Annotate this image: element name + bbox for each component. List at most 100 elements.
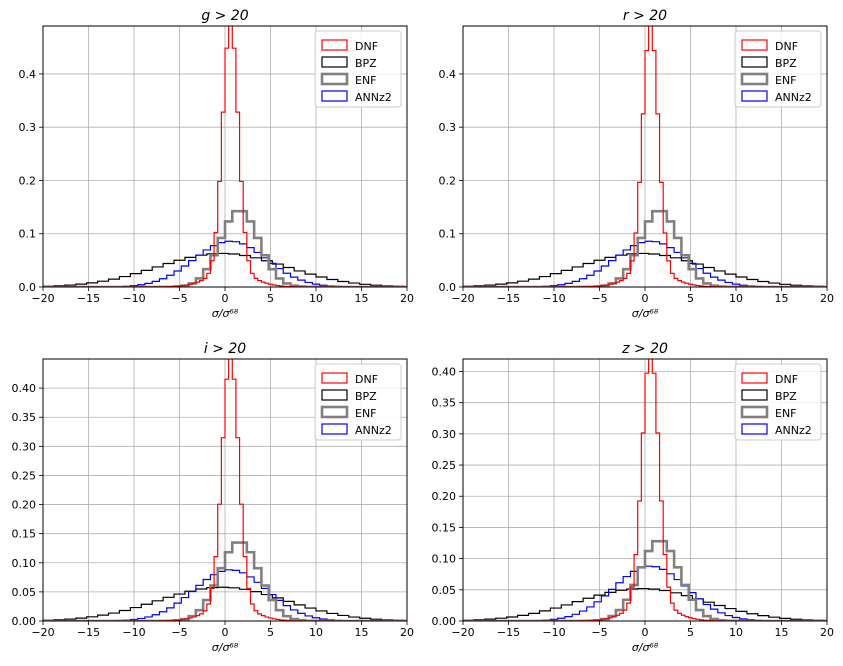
x-tick-label: 0	[222, 292, 229, 305]
y-tick-label: 0.25	[432, 459, 457, 472]
legend-swatch-bpz	[741, 56, 768, 68]
x-tick-label: −10	[122, 626, 145, 639]
y-tick-label: 0.30	[432, 428, 457, 441]
y-tick-label: 0.2	[19, 174, 37, 187]
panel-1: −20 −15 −10 −5 0 5 10 15 20 0.0 0.1 0.2 0.3 0.4 g > 20…	[19, 8, 415, 320]
legend-label-dnf: DNF	[355, 373, 378, 386]
legend-swatch-enf	[740, 72, 769, 86]
y-tick-label: 0.0	[439, 281, 457, 294]
legend: DNF BPZ ENF ANNz2	[314, 363, 402, 441]
legend-swatch-dnf	[321, 39, 348, 51]
y-tick-label: 0.00	[12, 615, 37, 628]
legend-label-dnf: DNF	[775, 373, 798, 386]
legend-label-enf: ENF	[775, 407, 797, 420]
x-tick-label: −20	[451, 292, 474, 305]
x-tick-label: 15	[355, 626, 369, 639]
legend-swatch-enf	[740, 405, 769, 419]
x-tick-label: −20	[31, 292, 54, 305]
legend-swatch-enf	[320, 72, 349, 86]
y-tick-label: 0.00	[432, 615, 457, 628]
x-tick-label: −20	[31, 626, 54, 639]
legend-label-bpz: BPZ	[775, 57, 797, 70]
legend-label-dnf: DNF	[355, 40, 378, 53]
x-tick-label: 0	[642, 292, 649, 305]
legend-label-annz2: ANNz2	[355, 91, 392, 104]
x-tick-label: −5	[591, 292, 607, 305]
legend: DNF BPZ ENF ANNz2	[734, 30, 822, 108]
legend-swatch-bpz	[741, 389, 768, 401]
x-tick-label: −20	[451, 626, 474, 639]
y-tick-label: 0.30	[12, 440, 37, 453]
legend-swatch-annz2	[741, 90, 768, 102]
legend-swatch-dnf	[741, 39, 768, 51]
y-tick-label: 0.0	[19, 281, 37, 294]
chart-title: i > 20	[204, 341, 246, 357]
y-tick-label: 0.10	[432, 553, 457, 566]
x-tick-label: 5	[267, 292, 274, 305]
x-tick-label: 15	[775, 626, 789, 639]
chart-title: z > 20	[621, 341, 668, 357]
legend-label-annz2: ANNz2	[775, 91, 812, 104]
legend-label-enf: ENF	[355, 407, 377, 420]
y-tick-label: 0.40	[432, 365, 457, 378]
x-tick-label: −5	[171, 292, 187, 305]
x-tick-label: 20	[820, 626, 834, 639]
y-tick-label: 0.4	[19, 68, 37, 81]
histogram-bpz	[43, 252, 407, 287]
legend-swatch-dnf	[741, 372, 768, 384]
legend-label-bpz: BPZ	[355, 57, 377, 70]
x-tick-label: 0	[642, 626, 649, 639]
histogram-bpz	[463, 587, 827, 621]
legend: DNF BPZ ENF ANNz2	[314, 30, 402, 108]
legend-swatch-enf	[320, 405, 349, 419]
legend-swatch-annz2	[321, 90, 348, 102]
x-tick-label: 10	[309, 626, 323, 639]
x-tick-label: 15	[775, 292, 789, 305]
panel-4: −20 −15 −10 −5 0 5 10 15 20 0.00 0.05 0.10 0.15 0.20 0…	[432, 341, 835, 654]
x-tick-label: 20	[820, 292, 834, 305]
histogram-bpz	[43, 586, 407, 621]
chart-title: r > 20	[623, 8, 667, 24]
legend-label-bpz: BPZ	[355, 390, 377, 403]
legend: DNF BPZ ENF ANNz2	[734, 363, 822, 441]
y-tick-label: 0.05	[432, 584, 457, 597]
y-tick-label: 0.40	[12, 382, 37, 395]
legend-swatch-dnf	[321, 372, 348, 384]
y-tick-label: 0.35	[12, 411, 37, 424]
y-tick-label: 0.3	[19, 121, 37, 134]
y-tick-label: 0.35	[432, 397, 457, 410]
legend-swatch-annz2	[321, 423, 348, 435]
y-tick-label: 0.10	[12, 557, 37, 570]
y-tick-label: 0.4	[439, 68, 457, 81]
x-tick-label: −10	[122, 292, 145, 305]
legend-label-bpz: BPZ	[775, 390, 797, 403]
legend-label-annz2: ANNz2	[355, 424, 392, 437]
y-tick-label: 0.15	[432, 521, 457, 534]
x-tick-label: −15	[77, 626, 100, 639]
x-tick-label: −5	[171, 626, 187, 639]
x-axis-label: σ/σ⁶⁸	[632, 307, 659, 320]
x-tick-label: −10	[542, 626, 565, 639]
legend-label-enf: ENF	[355, 74, 377, 87]
x-tick-label: −15	[497, 292, 520, 305]
panel-3: −20 −15 −10 −5 0 5 10 15 20 0.00 0.05 0.10 0.15 0.20 0…	[12, 341, 415, 654]
x-tick-label: 5	[687, 292, 694, 305]
y-tick-label: 0.3	[439, 121, 457, 134]
x-tick-label: 10	[729, 292, 743, 305]
x-tick-label: −5	[591, 626, 607, 639]
x-tick-label: −15	[77, 292, 100, 305]
x-tick-label: −10	[542, 292, 565, 305]
x-axis-label: σ/σ⁶⁸	[212, 641, 239, 654]
y-tick-label: 0.1	[439, 228, 457, 241]
x-tick-label: 0	[222, 626, 229, 639]
y-tick-label: 0.05	[12, 586, 37, 599]
x-tick-label: 5	[267, 626, 274, 639]
legend-label-enf: ENF	[775, 74, 797, 87]
y-tick-label: 0.2	[439, 174, 457, 187]
x-axis-label: σ/σ⁶⁸	[632, 641, 659, 654]
legend-swatch-bpz	[321, 56, 348, 68]
x-tick-label: 20	[400, 292, 414, 305]
legend-label-annz2: ANNz2	[775, 424, 812, 437]
y-tick-label: 0.20	[12, 499, 37, 512]
